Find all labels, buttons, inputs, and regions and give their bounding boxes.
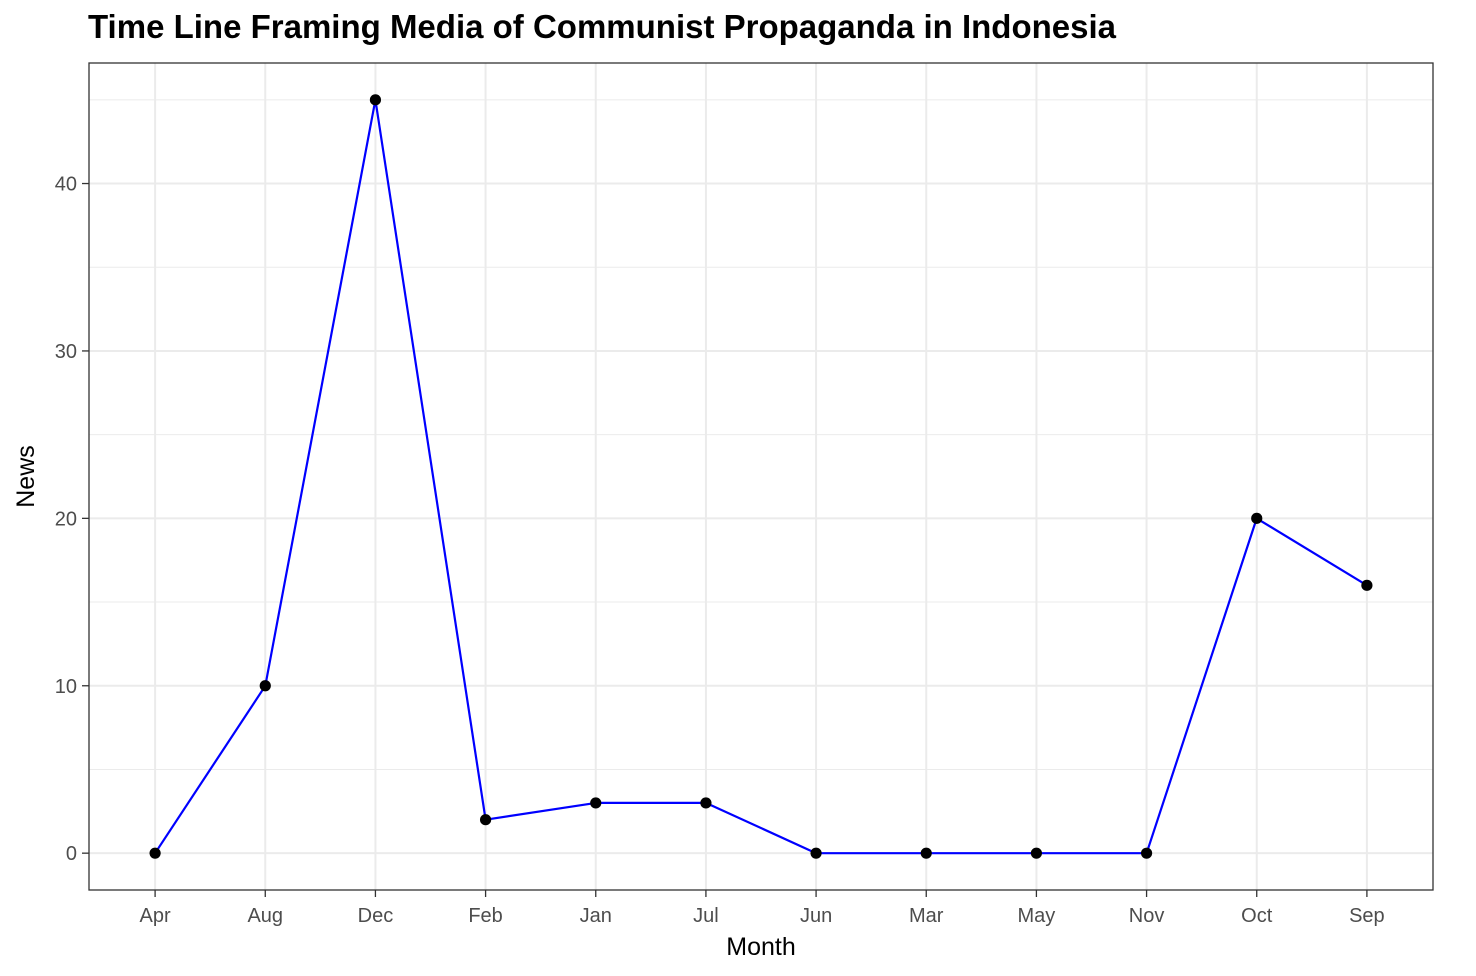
x-tick-label: Jul (693, 905, 719, 927)
series-line-group (154, 98, 1368, 855)
data-point (259, 680, 271, 692)
data-point (1361, 579, 1373, 591)
y-axis: 0 10 20 30 40 (55, 174, 89, 865)
series-line (154, 98, 1368, 855)
x-tick-label: Sep (1349, 905, 1385, 927)
series-points-group (149, 94, 1373, 859)
x-tick-label: May (1018, 905, 1056, 927)
x-tick-label: Jan (580, 905, 612, 927)
major-gridlines (89, 63, 1433, 890)
minor-gridlines (89, 99, 1433, 770)
data-point (1030, 847, 1043, 859)
data-point (149, 847, 161, 859)
x-tick-label: Nov (1129, 905, 1165, 927)
y-tick-label: 0 (66, 843, 77, 865)
x-tick-label: Feb (468, 905, 502, 927)
x-tick-label: Aug (247, 905, 283, 927)
data-point (700, 797, 712, 809)
x-tick-label: Apr (140, 905, 171, 927)
data-point (1140, 847, 1153, 859)
y-axis-title: News (12, 445, 40, 508)
x-tick-label: Mar (909, 905, 944, 927)
chart-title: Time Line Framing Media of Communist Pro… (88, 8, 1117, 45)
x-tick-label: Dec (358, 905, 394, 927)
data-point (479, 814, 492, 826)
panel-border (88, 62, 1434, 891)
data-point (1251, 512, 1263, 524)
x-axis-title: Month (726, 933, 795, 961)
data-point (920, 847, 932, 859)
data-point (810, 847, 822, 859)
x-tick-label: Oct (1241, 905, 1273, 927)
y-tick-label: 20 (55, 508, 77, 530)
y-tick-label: 30 (55, 341, 77, 363)
x-axis: Apr Aug Dec Feb Jan Jul Jun Mar May Nov Oct Sep (140, 890, 1385, 927)
data-point (590, 797, 602, 809)
y-tick-label: 40 (55, 174, 77, 196)
data-point (369, 94, 382, 106)
y-tick-label: 10 (55, 676, 77, 698)
x-tick-label: Jun (800, 905, 832, 927)
